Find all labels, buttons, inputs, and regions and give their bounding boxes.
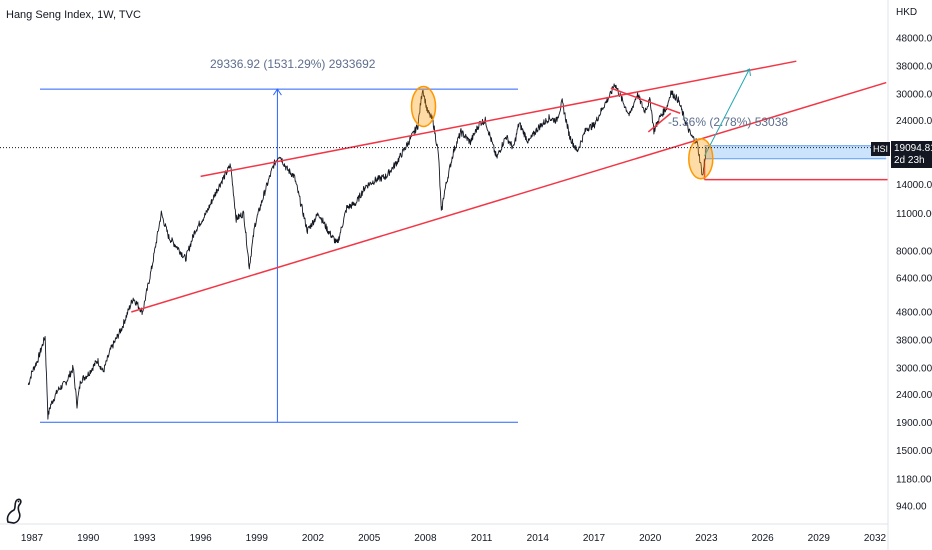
y-tick-label: 3000.00 [896,363,932,374]
y-tick-label: 2400.00 [896,390,932,401]
zone-layer [703,145,888,181]
lower-trend-line [131,81,887,313]
x-tick-label: 1999 [246,533,269,544]
y-tick-label: 30000.00 [896,89,932,100]
x-tick-label: 2008 [414,533,437,544]
x-tick-label: 1990 [77,533,100,544]
y-tick-label: 14000.00 [896,180,932,191]
measure-arrow-head [272,88,282,96]
y-tick-label: 1900.00 [896,418,932,429]
y-tick-label: 8000.00 [896,247,932,258]
y-tick-label: 1500.00 [896,446,932,457]
x-tick-label: 2029 [808,533,831,544]
y-tick-label: 24000.00 [896,116,932,127]
target-zone [704,145,887,159]
y-tick-label: 48000.00 [896,34,932,45]
x-tick-label: 2017 [583,533,606,544]
projection-arrow [704,68,750,157]
low-circle-2022 [688,137,714,180]
y-tick-label: 940.00 [896,502,927,513]
circle-layer [410,85,714,180]
x-tick-label: 1996 [189,533,212,544]
tradingview-logo-icon[interactable] [4,496,26,526]
y-tick-label: 6400.00 [896,273,932,284]
x-tick-label: 2023 [695,533,718,544]
bar-countdown: 2d 23h [894,155,925,166]
x-tick-label: 2026 [751,533,774,544]
y-tick-label: 1180.00 [896,474,932,485]
chart-title: Hang Seng Index, 1W, TVC [6,9,141,21]
peak-circle-2007 [410,85,437,128]
hsi-price-series [27,83,707,420]
y-tick-label: 3800.00 [896,335,932,346]
x-tick-label: 1993 [133,533,156,544]
last-price: 19094.81 [894,143,932,154]
trend-layer [131,60,887,313]
currency-label: HKD [896,7,917,18]
upper-trend-line [200,60,797,178]
x-tick-label: 2005 [358,533,381,544]
projection-arrow-head [743,68,751,77]
x-tick-label: 2014 [527,533,550,544]
downtrend-line [610,87,681,114]
series-layer [27,83,707,420]
measure-label: 29336.92 (1531.29%) 2933692 [210,57,376,71]
x-tick-label: 2011 [471,533,493,544]
symbol-badge: HSI [871,142,890,156]
y-tick-label: 38000.00 [896,61,932,72]
drop-label: -5.36% (2.78%) 53038 [668,115,788,129]
last-price-tag: 19094.81 2d 23h [891,141,932,168]
x-tick-label: 2032 [864,533,887,544]
x-tick-label: 2002 [302,533,325,544]
y-tick-label: 4800.00 [896,307,932,318]
short-trend-segment [647,112,672,133]
y-tick-label: 11000.00 [896,209,932,220]
measure-layer [40,88,518,423]
x-tick-label: 1987 [21,533,44,544]
x-tick-label: 2020 [639,533,662,544]
